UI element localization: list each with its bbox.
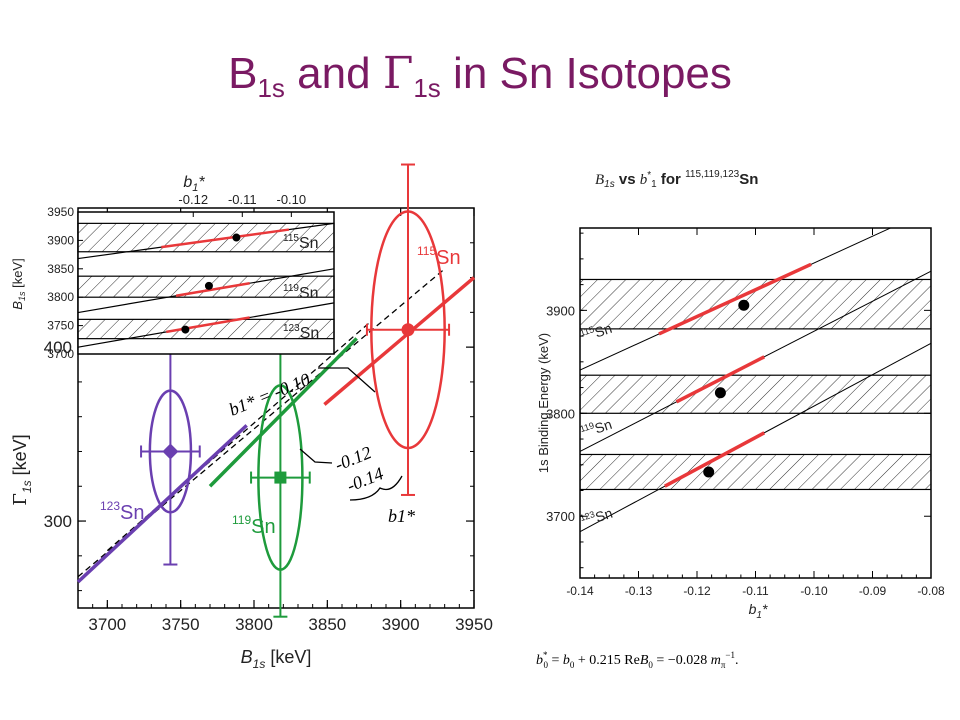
line-label-119Sn: 119Sn	[579, 415, 614, 441]
band-123Sn	[580, 453, 931, 491]
inset-y-tick-label: 3950	[47, 205, 74, 219]
inset-point	[232, 233, 241, 242]
inset-y-tick-label: 3700	[47, 347, 74, 361]
data-point-123Sn	[703, 466, 715, 478]
series-line-115Sn	[323, 276, 476, 406]
inset-red-segment	[175, 281, 250, 298]
allowed-segment-115Sn	[658, 262, 812, 336]
inset-y-tick-label: 3750	[47, 319, 74, 333]
isotope-label-123Sn: 123Sn	[100, 499, 145, 524]
right-chart: B1s vs b*1 for 115,119,123Sn 115Sn 119Sn 12…	[536, 169, 945, 670]
right-y-axis-label: 1s Binding Energy (keV)	[536, 333, 551, 473]
isotope-label-115Sn: 115Sn	[417, 244, 461, 269]
line-label-115Sn: 115Sn	[579, 319, 614, 345]
inset-y-tick-label: 3900	[47, 233, 74, 247]
inset-label-115Sn: 115Sn	[283, 233, 319, 252]
right-y-tick-label: 3700	[546, 509, 575, 524]
inset-point	[181, 325, 190, 334]
inset-y-tick-label: 3800	[47, 290, 74, 304]
inset-red-segment	[166, 316, 250, 334]
allowed-segment-123Sn	[663, 431, 766, 488]
annotation-leader	[318, 367, 376, 393]
annotation-leader	[299, 448, 333, 464]
data-point-115Sn	[401, 323, 415, 337]
right-x-tick-label: -0.11	[742, 584, 769, 598]
footer-formula: b* 0 = b0 + 0.215 ReB0 = −0.028 mπ−1.	[536, 650, 738, 670]
right-y-tick-label: 3800	[546, 406, 575, 421]
x-tick-label: 3900	[382, 615, 420, 634]
y-axis-label: Γ1s [keV]	[10, 434, 34, 505]
data-point-119Sn	[714, 387, 726, 399]
right-x-tick-label: -0.08	[917, 584, 945, 598]
dashed-constraint-line	[106, 320, 372, 552]
right-x-axis-label: b1*	[749, 601, 768, 621]
slide-title: B1s and Γ1s in Sn Isotopes	[228, 48, 732, 103]
annotation-brace	[349, 475, 403, 501]
x-tick-label: 3800	[235, 615, 273, 634]
band-119Sn	[580, 374, 931, 414]
inset-point	[204, 281, 213, 290]
x-tick-label: 3750	[162, 615, 200, 634]
right-chart-title: B1s vs b*1 for 115,119,123Sn	[595, 169, 758, 190]
inset-y-axis-label: B1s [keV]	[10, 258, 27, 309]
y-tick-label: 300	[44, 512, 72, 531]
series-line-123Sn	[76, 424, 248, 584]
right-x-tick-label: -0.09	[859, 584, 887, 598]
data-point-123Sn	[162, 443, 179, 460]
line-label-123Sn: 123Sn	[579, 504, 615, 530]
allowed-segment-119Sn	[675, 355, 766, 404]
right-y-tick-label: 3900	[546, 303, 575, 318]
data-point-115Sn	[738, 299, 750, 311]
series-line-119Sn	[208, 337, 358, 488]
y-tick-label: 400	[44, 338, 72, 357]
inset-label-123Sn: 123Sn	[283, 323, 319, 342]
right-x-tick-label: -0.13	[625, 584, 653, 598]
x-axis-label: B1s [keV]	[241, 647, 312, 671]
inset-top-tick-label: -0.11	[228, 192, 257, 207]
right-x-tick-label: -0.14	[566, 584, 594, 598]
right-x-tick-label: -0.12	[683, 584, 711, 598]
inset-top-tick-label: -0.10	[277, 192, 307, 207]
annotation-b1star: b1*	[388, 506, 415, 526]
band-115Sn	[580, 278, 931, 330]
inset-y-tick-label: 3850	[47, 262, 74, 276]
inset-band-115Sn	[77, 222, 335, 253]
x-tick-label: 3700	[88, 615, 126, 634]
left-chart: 3700 3750 3800 3850 3900 3950 300 400 B1s [keV] Γ…	[10, 163, 493, 671]
inset-band-123Sn	[77, 318, 335, 340]
inset-label-119Sn: 119Sn	[283, 283, 319, 302]
right-plot-area	[580, 228, 931, 533]
right-x-tick-label: -0.10	[800, 584, 828, 598]
inset-top-axis-label: b1*	[183, 174, 205, 194]
x-tick-label: 3850	[308, 615, 346, 634]
data-point-119Sn	[274, 471, 287, 484]
inset-red-segment	[161, 228, 290, 249]
x-tick-label: 3950	[455, 615, 493, 634]
isotope-label-119Sn: 119Sn	[232, 513, 276, 538]
inset-top-tick-label: -0.12	[178, 192, 208, 207]
